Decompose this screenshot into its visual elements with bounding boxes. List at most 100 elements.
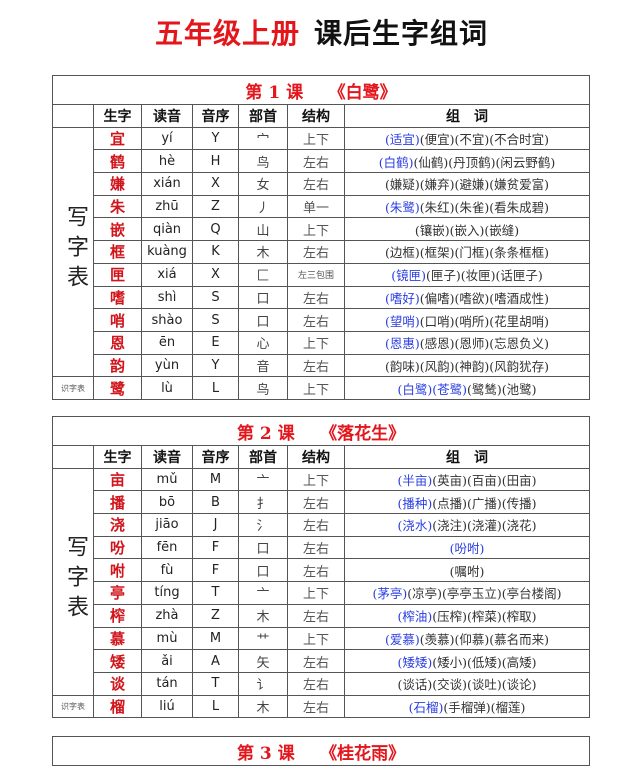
table-row: 嵌 qiàn Q 山 上下 (镶嵌)(嵌入)(嵌缝): [53, 217, 591, 242]
character: 榴: [93, 694, 142, 719]
highlighted-words: (爱慕): [385, 631, 420, 647]
character: 播: [93, 490, 142, 515]
table-row: 吩 fēn F 口 左右 (吩咐): [53, 535, 591, 560]
pinyin: mǔ: [141, 467, 193, 492]
character: 浇: [93, 513, 142, 537]
table-row: 鹤 hè H 鸟 左右 (白鹤)(仙鹤)(丹顶鹤)(闲云野鹤): [53, 149, 591, 174]
radical: 矢: [238, 649, 288, 673]
structure: 左右: [287, 535, 345, 560]
header-blank: [52, 445, 94, 469]
radical: 口: [238, 285, 288, 310]
structure: 左三包围: [287, 262, 345, 287]
lesson-1-table: 第 1 课 《白鹭》 生字 读音 音序 部首 结构组 词写字表宜 yí Y 宀 上下 (适…: [51, 75, 591, 400]
pinyin: hè: [141, 149, 193, 174]
radical: 亠: [238, 581, 288, 605]
structure: 左右: [287, 649, 345, 673]
structure: 左右: [287, 240, 345, 264]
highlighted-words: (镜匣): [391, 268, 427, 284]
pinyin: mù: [141, 626, 193, 651]
table-row: 浇 jiāo J 氵 左右 (浇水)(浇注)(浇灌)(浇花): [53, 513, 591, 537]
initial-letter: S: [192, 285, 239, 310]
other-words: (羡慕)(仰慕)(慕名而来): [419, 631, 550, 647]
pinyin: fēn: [141, 535, 193, 560]
pinyin: liú: [141, 694, 193, 719]
highlighted-words: (石榴): [408, 699, 444, 715]
column-header: 音序: [192, 104, 239, 128]
highlighted-words: (茅亭): [372, 586, 408, 602]
table-row: 恩 ēn E 心 上下 (恩惠)(感恩)(恩师)(忘恩负义): [53, 330, 591, 355]
radical: 氵: [238, 513, 288, 537]
other-words: (匣子)(妆匣)(话匣子): [426, 268, 543, 284]
word-list: (嫌疑)(嫌弃)(避嫌)(嫌贫爱富): [343, 172, 591, 196]
table-row: 咐 fù F 口 左右 (嘱咐): [53, 558, 591, 583]
other-words: (嫌疑)(嫌弃)(避嫌)(嫌贫爱富): [385, 177, 550, 193]
other-words: (点播)(广播)(传播): [432, 495, 537, 511]
pinyin: yùn: [141, 353, 193, 378]
other-words: (口哨)(哨所)(花里胡哨): [419, 313, 550, 329]
pinyin: lù: [141, 376, 193, 400]
structure: 左右: [287, 172, 345, 196]
word-list: (浇水)(浇注)(浇灌)(浇花): [343, 513, 591, 537]
table-row: 韵 yùn Y 音 左右 (韵味)(风韵)(神韵)(风韵犹存): [53, 353, 591, 378]
table-row: 匣 xiá X 匚 左三包围 (镜匣)(匣子)(妆匣)(话匣子): [53, 262, 591, 287]
initial-letter: M: [192, 626, 239, 651]
character: 嗜: [93, 285, 142, 310]
other-words: (偏嗜)(嗜欲)(嗜酒成性): [419, 290, 550, 306]
radical: 鸟: [238, 149, 288, 174]
radical: 口: [238, 535, 288, 560]
highlighted-words: (望哨): [385, 313, 420, 329]
word-list: (边框)(框架)(门框)(条条框框): [343, 240, 591, 264]
radical: 讠: [238, 671, 288, 696]
table-row: 朱 zhū Z 丿 单一 (朱鹭)(朱红)(朱雀)(看朱成碧): [53, 194, 591, 219]
column-header: 读音: [141, 104, 193, 128]
table-row: 慕 mù M 艹 上下 (爱慕)(羡慕)(仰慕)(慕名而来): [53, 626, 591, 651]
initial-letter: T: [192, 581, 239, 605]
character: 矮: [93, 649, 142, 673]
character: 嫌: [93, 172, 142, 196]
table-row: 识字表鹭 lù L 鸟 上下 (白鹭)(苍鹭)(鹭鸶)(池鹭): [52, 376, 591, 400]
table-row: 矮 ǎi A 矢 左右 (矮矮)(矮小)(低矮)(高矮): [53, 649, 591, 673]
writing-chars-label: 写字表: [52, 126, 94, 378]
highlighted-words: (吩咐): [449, 541, 485, 557]
table-row: 框 kuàng K 木 左右 (边框)(框架)(门框)(条条框框): [53, 240, 591, 264]
character: 鹭: [93, 376, 142, 400]
character: 亭: [93, 581, 142, 605]
radical: 艹: [238, 626, 288, 651]
lesson-title: 第 1 课 《白鹭》: [51, 75, 591, 105]
column-header: 生字: [93, 104, 142, 128]
word-list: (榨油)(压榨)(榨菜)(榨取): [343, 603, 591, 628]
word-list: (白鹭)(苍鹭)(鹭鸶)(池鹭): [343, 376, 591, 400]
radical: 口: [238, 558, 288, 583]
other-words: (镶嵌)(嵌入)(嵌缝): [414, 222, 520, 238]
highlighted-words: (朱鹭): [385, 200, 420, 216]
highlighted-words: (播种): [397, 495, 433, 511]
highlighted-words: (浇水): [397, 518, 433, 534]
initial-letter: H: [192, 149, 239, 174]
character: 宜: [93, 126, 142, 151]
other-words: (便宜)(不宜)(不合时宜): [419, 132, 550, 148]
other-words: (仙鹤)(丹顶鹤)(闲云野鹤): [413, 154, 556, 170]
structure: 上下: [287, 581, 345, 605]
radical: 木: [238, 240, 288, 264]
word-list: (镜匣)(匣子)(妆匣)(话匣子): [343, 262, 591, 287]
other-words: (矮小)(低矮)(高矮): [432, 654, 537, 670]
structure: 上下: [287, 330, 345, 355]
column-header: 音序: [192, 445, 239, 469]
initial-letter: Q: [192, 217, 239, 242]
initial-letter: Z: [192, 194, 239, 219]
page-title: 五年级上册 课后生字组词: [154, 17, 489, 50]
radical: 扌: [238, 490, 288, 515]
lesson-3-table: 第 3 课 《桂花雨》: [51, 736, 591, 766]
pinyin: bō: [141, 490, 193, 515]
pinyin: tíng: [141, 581, 193, 605]
reading-chars-label: 识字表: [52, 694, 94, 719]
table-row: 榨 zhà Z 木 左右 (榨油)(压榨)(榨菜)(榨取): [53, 603, 591, 628]
other-words: (鹭鸶)(池鹭): [467, 381, 537, 397]
column-header: 生字: [93, 445, 142, 469]
initial-letter: T: [192, 671, 239, 696]
table-row: 哨 shào S 口 左右 (望哨)(口哨)(哨所)(花里胡哨): [53, 308, 591, 332]
radical: 丿: [238, 194, 288, 219]
structure: 左右: [287, 513, 345, 537]
pinyin: zhà: [141, 603, 193, 628]
structure: 左右: [287, 558, 345, 583]
